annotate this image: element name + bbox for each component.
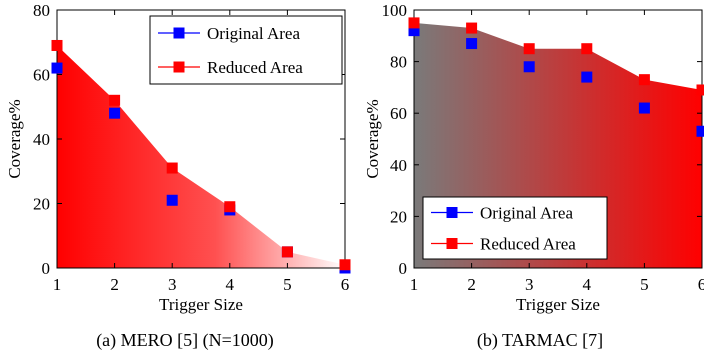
figure-caption: (b) TARMAC [7] <box>477 330 603 351</box>
reduced-area-point <box>339 259 351 271</box>
legend-marker <box>446 238 458 249</box>
reduced-area-point <box>51 39 63 51</box>
x-tick-label: 1 <box>410 275 419 294</box>
original-area-point <box>523 61 535 73</box>
x-tick-label: 2 <box>110 275 119 294</box>
chart-panel-tarmac: 0 20 40 60 80 100 1 2 3 4 5 6 Trigger Size Coverage% (… <box>363 1 704 351</box>
reduced-area-point <box>638 74 650 86</box>
figure-caption: (a) MERO [5] (N=1000) <box>96 330 274 351</box>
reduced-area-point <box>109 94 121 106</box>
reduced-area-point <box>166 162 178 174</box>
original-area-point <box>696 125 704 137</box>
original-area-point <box>51 62 63 74</box>
reduced-area-point <box>281 246 293 258</box>
reduced-area-fill <box>57 45 345 268</box>
original-area-point <box>408 25 420 37</box>
legend-label: Reduced Area <box>207 58 303 77</box>
reduced-area-point <box>408 17 420 29</box>
y-tick-label: 100 <box>382 1 408 20</box>
original-area-point <box>166 194 178 206</box>
y-axis-title: Coverage% <box>5 99 24 178</box>
y-tick-label: 80 <box>390 53 407 72</box>
y-tick-label: 60 <box>390 104 407 123</box>
y-tick-label: 40 <box>33 130 50 149</box>
reduced-area-point <box>581 43 593 55</box>
original-area-point <box>638 102 650 114</box>
legend-label: Original Area <box>207 24 300 43</box>
x-tick-label: 3 <box>168 275 177 294</box>
legend-marker <box>173 27 185 39</box>
reduced-area-point <box>523 43 535 55</box>
x-tick-label: 5 <box>283 275 292 294</box>
x-tick-label: 5 <box>640 275 649 294</box>
original-area-point <box>581 71 593 83</box>
legend-marker <box>446 207 458 218</box>
legend-label: Original Area <box>480 204 573 223</box>
original-area-point <box>109 107 121 119</box>
y-tick-label: 0 <box>399 259 408 278</box>
x-tick-label: 4 <box>226 275 235 294</box>
x-tick-label: 3 <box>525 275 534 294</box>
y-tick-label: 60 <box>33 66 50 85</box>
chart-panel-mero: 0 20 40 60 80 1 2 3 4 5 6 Trigger Size Coverage% (a) … <box>5 1 351 351</box>
y-tick-label: 0 <box>42 259 51 278</box>
original-area-point <box>466 38 478 50</box>
x-axis-title: Trigger Size <box>159 295 243 314</box>
x-tick-label: 2 <box>467 275 476 294</box>
x-tick-label: 4 <box>583 275 592 294</box>
plot-frame <box>413 9 703 269</box>
y-tick-label: 20 <box>390 207 407 226</box>
y-axis-title: Coverage% <box>363 99 382 178</box>
legend-label: Reduced Area <box>480 235 576 254</box>
legend: Original Area Reduced Area <box>149 15 343 85</box>
legend-box <box>149 15 343 85</box>
reduced-area-point <box>696 84 704 96</box>
x-tick-label: 6 <box>698 275 704 294</box>
legend-marker <box>173 61 185 73</box>
y-tick-label: 40 <box>390 156 407 175</box>
x-axis-title: Trigger Size <box>516 295 600 314</box>
x-tick-label: 1 <box>53 275 62 294</box>
x-tick-label: 6 <box>341 275 350 294</box>
y-tick-label: 80 <box>33 1 50 20</box>
reduced-area-point <box>224 201 236 213</box>
legend: Original Area Reduced Area <box>422 196 608 260</box>
reduced-area-point <box>466 22 478 34</box>
y-tick-label: 20 <box>33 195 50 214</box>
